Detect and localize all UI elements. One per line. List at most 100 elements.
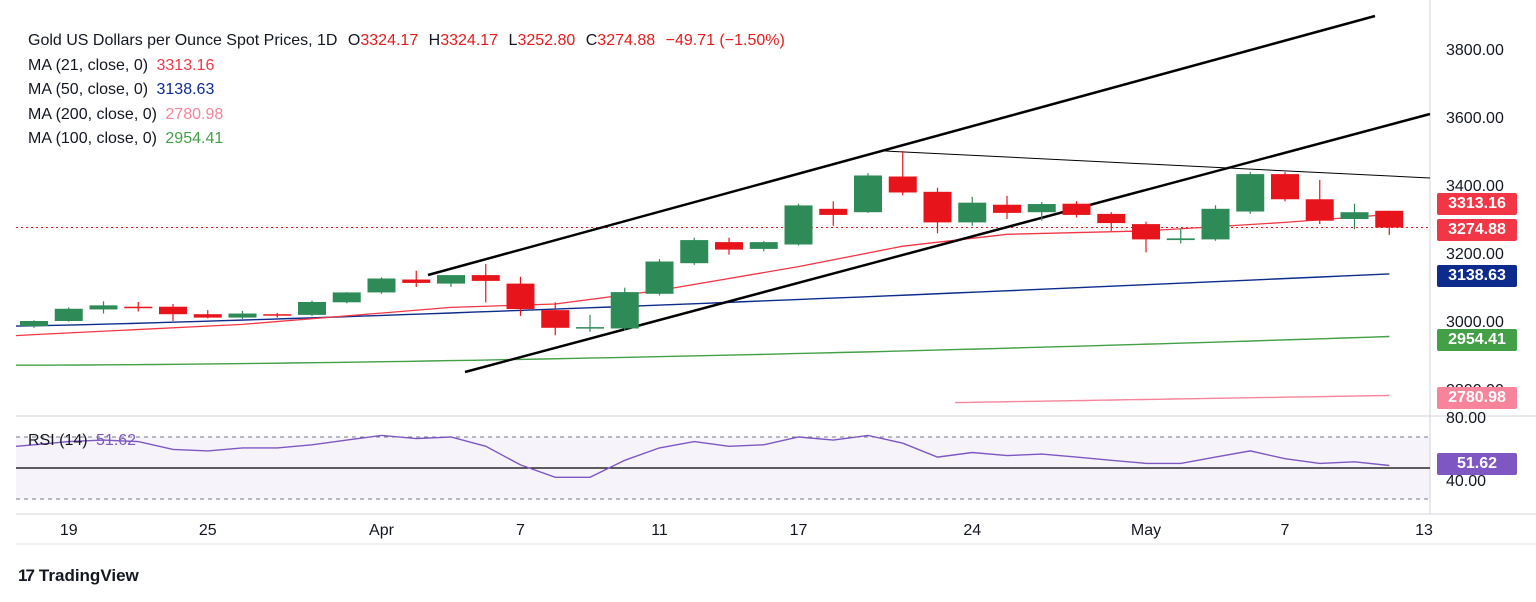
candle-body: [159, 306, 187, 315]
ma100-legend[interactable]: MA (100, close, 0) 2954.41: [28, 127, 785, 152]
ma100-value: 2954.41: [165, 130, 224, 147]
chart-title: Gold US Dollars per Ounce Spot Prices, 1…: [28, 32, 338, 49]
ma200-value: 2780.98: [165, 105, 224, 123]
candle-body: [680, 240, 709, 264]
candle-body: [1305, 199, 1334, 221]
time-tick-label: 7: [516, 522, 525, 539]
ma100-label: MA (100, close, 0): [28, 130, 157, 147]
candle-body: [367, 278, 396, 293]
price-tick-label: 3400.00: [1446, 178, 1504, 195]
candle-body: [576, 327, 604, 329]
candle-body: [1271, 174, 1299, 200]
rsi-tick-40: 40.00: [1446, 473, 1487, 490]
candle-body: [1132, 224, 1160, 240]
ma21-label: MA (21, close, 0): [28, 56, 149, 74]
time-tick-label: May: [1131, 522, 1161, 539]
ma50-value: 3138.63: [156, 81, 215, 98]
price-tick-label: 3200.00: [1446, 246, 1504, 263]
rsi-price-tag: 51.62: [1437, 453, 1517, 475]
ohlc-legend-row: Gold US Dollars per Ounce Spot Prices, 1…: [28, 29, 785, 54]
ma50-price-tag: 3138.63: [1437, 265, 1517, 287]
ma200-label: MA (200, close, 0): [28, 105, 157, 123]
change-value: −49.71 (−1.50%): [665, 32, 785, 49]
time-tick-label: 17: [790, 522, 808, 539]
price-tick-label: 3000.00: [1446, 314, 1504, 331]
candle-body: [610, 292, 639, 329]
candle-body: [888, 176, 917, 193]
rsi-tick-80: 80.00: [1446, 410, 1487, 427]
candle-body: [471, 275, 500, 281]
ma100-line: [16, 335, 1390, 366]
candle-body: [437, 275, 465, 284]
channel-upper-trendline: [427, 14, 1376, 277]
time-tick-label: 25: [199, 522, 217, 539]
close-label: C: [585, 32, 598, 49]
candle-body: [506, 283, 535, 310]
tradingview-logo-text: TradingView: [38, 566, 139, 585]
ma200-price-tag: 2780.98: [1437, 387, 1517, 409]
candle-body: [89, 305, 118, 310]
tradingview-logo-icon: 17: [18, 566, 35, 585]
channel-lower-trendline: [464, 112, 1431, 374]
time-tick-label: 19: [60, 522, 78, 539]
candle-body: [193, 314, 222, 318]
candle-body: [332, 292, 361, 303]
high-value: 3324.17: [440, 32, 499, 49]
candle-body: [1340, 212, 1369, 219]
candle-body: [1201, 208, 1230, 240]
time-tick-label: 13: [1415, 522, 1433, 539]
ma200-line: [954, 394, 1390, 404]
time-tick-label: 11: [651, 522, 668, 539]
candle-body: [124, 306, 153, 309]
last-price-tag: 3274.88: [1437, 219, 1517, 241]
candle-body: [645, 261, 674, 294]
ma21-value: 3313.16: [156, 56, 215, 74]
rsi-legend[interactable]: RSI (14) 51.62: [28, 432, 136, 450]
close-value: 3274.88: [597, 32, 656, 49]
open-value: 3324.17: [360, 32, 419, 49]
ma50-label: MA (50, close, 0): [28, 81, 149, 98]
ma21-price-tag: 3313.16: [1437, 193, 1517, 215]
open-label: O: [347, 32, 361, 49]
rsi-value: 51.62: [96, 432, 137, 449]
ma200-legend[interactable]: MA (200, close, 0) 2780.98: [28, 103, 785, 128]
candle-body: [298, 301, 326, 315]
candle-body: [923, 191, 952, 223]
ma50-legend[interactable]: MA (50, close, 0) 3138.63: [28, 78, 785, 103]
candle-body: [402, 279, 431, 283]
candle-body: [993, 204, 1021, 213]
rsi-label: RSI (14): [28, 432, 88, 449]
candle-body: [54, 308, 83, 321]
tradingview-logo[interactable]: 17 TradingView: [18, 566, 139, 586]
candle-body: [1375, 210, 1404, 228]
low-value: 3252.80: [517, 32, 576, 49]
candle-body: [541, 310, 570, 328]
candle-body: [749, 242, 778, 249]
candle-body: [20, 321, 48, 327]
candle-body: [1097, 213, 1126, 224]
time-tick-label: 24: [963, 522, 981, 539]
ma100-price-tag: 2954.41: [1437, 329, 1517, 351]
candle-body: [715, 242, 743, 250]
high-label: H: [428, 32, 441, 49]
candle-body: [819, 208, 848, 215]
price-tick-label: 3800.00: [1446, 42, 1504, 59]
candle-body: [1027, 204, 1056, 213]
candle-body: [1062, 203, 1091, 215]
ma21-line: [15, 213, 1390, 337]
ma50-line: [15, 273, 1390, 327]
candle-body: [228, 313, 257, 318]
ma21-legend[interactable]: MA (21, close, 0) 3313.16: [28, 54, 785, 79]
price-tick-label: 3600.00: [1446, 110, 1504, 127]
time-tick-label: Apr: [369, 522, 395, 539]
time-tick-label: 7: [1281, 522, 1290, 539]
rsi-line: [15, 434, 1390, 478]
candle-body: [958, 202, 987, 223]
candle-body: [263, 314, 292, 316]
low-label: L: [508, 32, 518, 49]
candle-body: [854, 175, 882, 213]
candle-body: [784, 205, 813, 245]
candle-body: [1236, 174, 1265, 212]
candle-body: [1166, 238, 1195, 241]
resistance-trendline: [884, 150, 1431, 179]
